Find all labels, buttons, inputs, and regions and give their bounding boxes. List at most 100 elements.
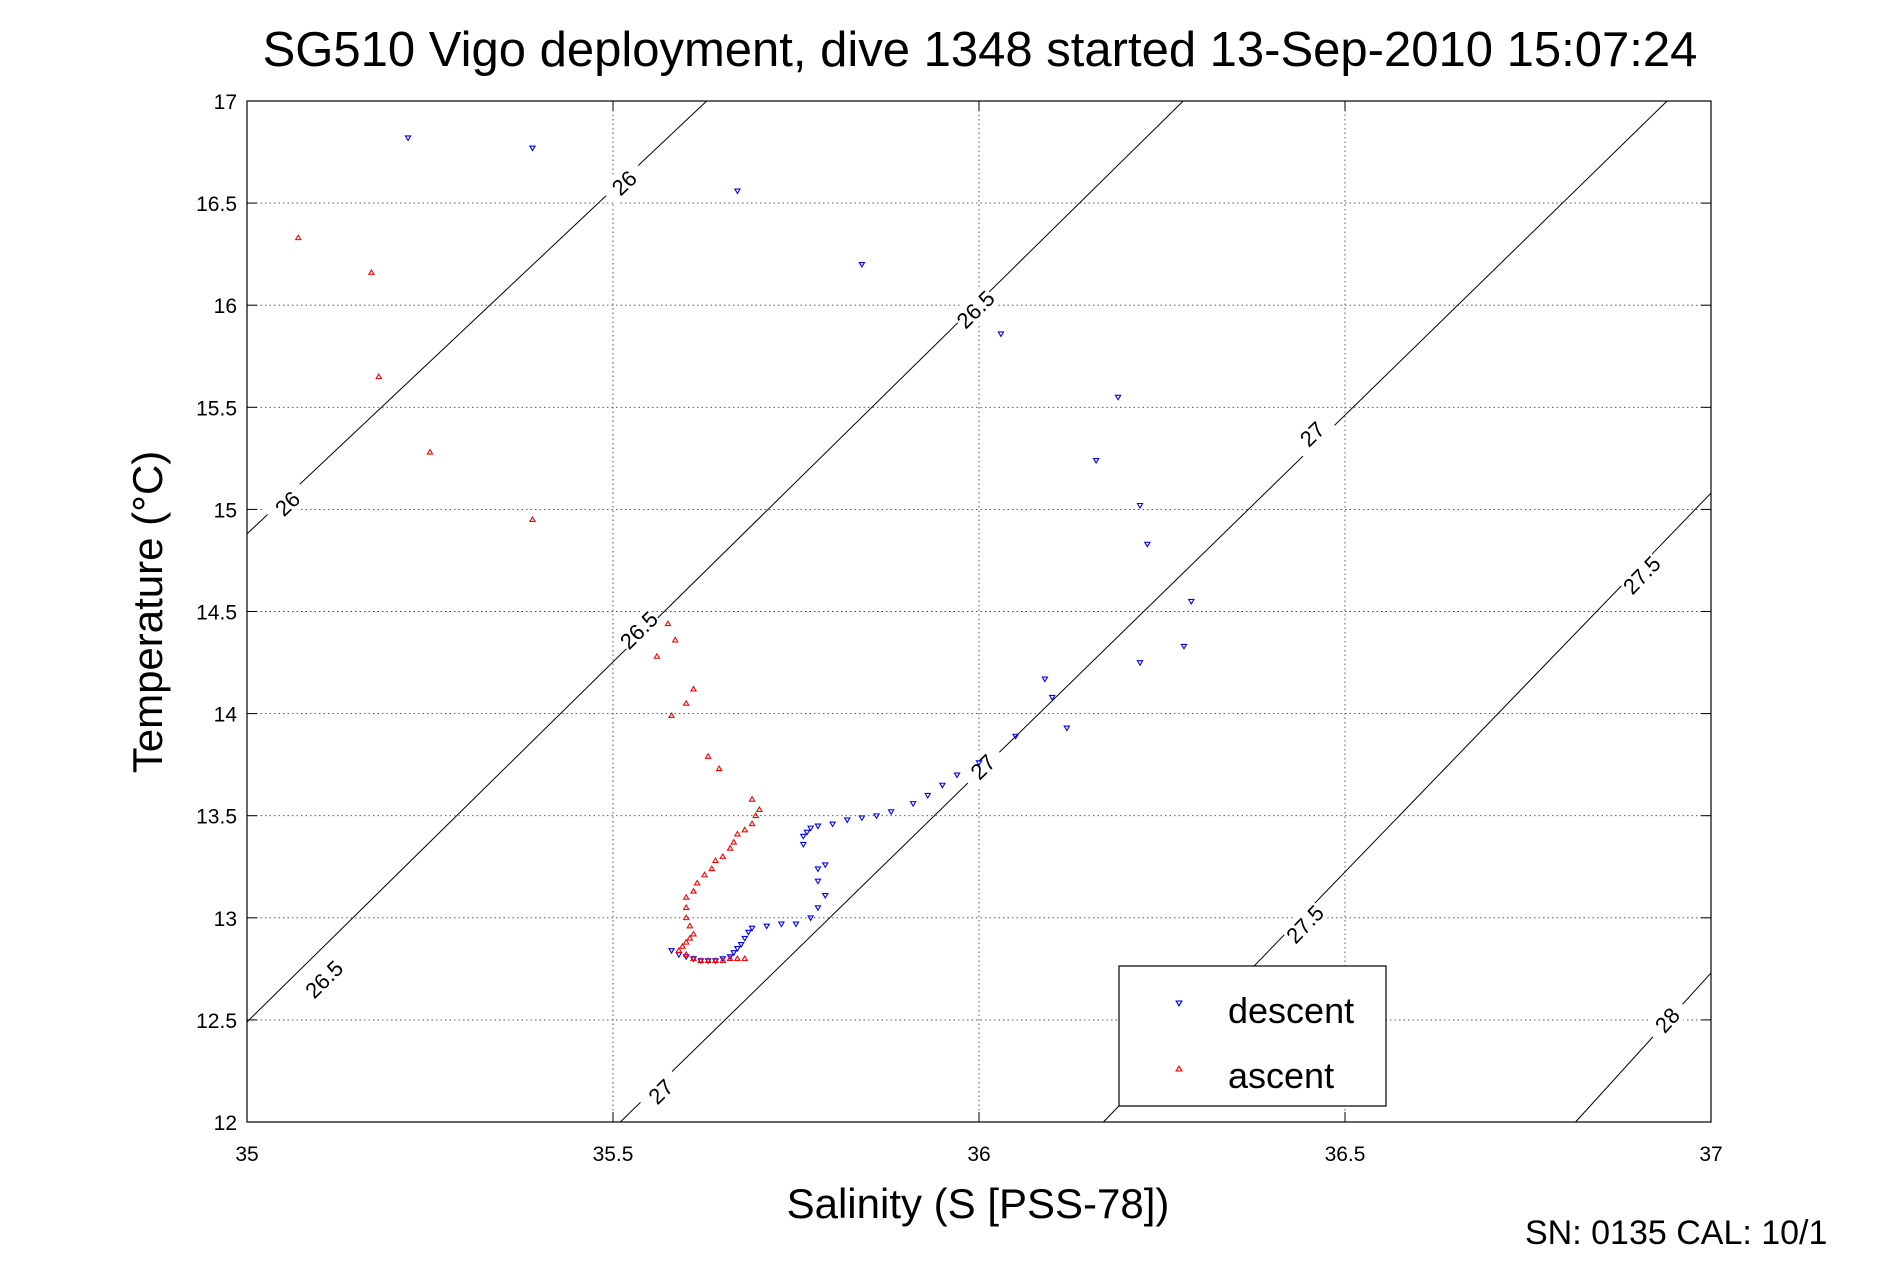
contour-label-bg	[299, 955, 348, 1004]
point-ascent	[719, 956, 727, 964]
y-tick-label: 14	[214, 704, 238, 727]
contour-line-26-5	[246, 100, 1184, 1023]
x-tick-label: 35.5	[593, 1143, 634, 1166]
legend-marker-descent	[1175, 1000, 1183, 1007]
point-ascent	[667, 711, 676, 719]
point-ascent	[294, 234, 302, 241]
point-descent	[741, 935, 749, 942]
point-descent	[733, 946, 742, 953]
point-descent	[887, 809, 895, 816]
point-descent	[792, 921, 800, 928]
point-descent	[1114, 394, 1122, 401]
point-descent	[737, 941, 745, 949]
point-descent	[528, 145, 537, 152]
point-ascent	[755, 805, 763, 812]
point-descent	[799, 841, 807, 848]
contour-label-bg	[599, 158, 649, 207]
y-tick-label: 16.5	[196, 193, 237, 216]
point-ascent	[678, 942, 687, 949]
point-descent	[1041, 676, 1049, 683]
point-descent	[1092, 458, 1100, 465]
contour-label-bg	[1617, 550, 1666, 599]
point-ascent	[700, 871, 709, 878]
point-ascent	[671, 636, 679, 643]
contour-label-bg	[263, 479, 312, 528]
point-descent	[814, 905, 822, 912]
point-ascent	[752, 812, 760, 819]
point-ascent	[708, 865, 716, 872]
axis-ticks: 35 35.5 36 36.5 37 12 12.5 13 13.5 14 14.5 15 15.5 16…	[196, 91, 1723, 1166]
point-descent	[1012, 733, 1020, 740]
point-descent	[733, 188, 742, 195]
point-ascent	[426, 448, 434, 455]
point-descent	[843, 817, 851, 824]
data-points	[294, 135, 1195, 965]
point-ascent	[689, 930, 698, 937]
point-ascent	[528, 515, 537, 522]
legend-box	[1118, 965, 1387, 1107]
contour-label-bg	[614, 605, 663, 654]
point-descent	[748, 925, 756, 932]
legend: descent ascent	[1118, 965, 1387, 1107]
point-ascent	[711, 956, 720, 964]
point-ascent	[748, 795, 756, 802]
point-ascent	[689, 887, 698, 894]
point-descent	[814, 866, 822, 873]
point-ascent	[748, 820, 756, 827]
point-ascent	[682, 893, 690, 900]
legend-label-descent: descent	[1228, 990, 1354, 1031]
point-descent	[997, 331, 1005, 338]
point-ascent	[689, 685, 698, 692]
point-descent	[404, 135, 412, 142]
x-tick-label: 37	[1699, 1143, 1722, 1166]
point-descent	[1063, 725, 1071, 732]
legend-marker-ascent	[1175, 1065, 1183, 1072]
point-descent	[821, 862, 829, 869]
x-tick-label: 35	[235, 1143, 258, 1166]
point-ascent	[682, 950, 690, 957]
point-ascent	[711, 856, 720, 863]
point-descent	[777, 921, 785, 928]
footer-serial-cal: SN: 0135 CAL: 10/1	[1525, 1214, 1827, 1252]
point-descent	[975, 760, 983, 767]
point-ascent	[741, 826, 749, 833]
point-descent	[858, 815, 866, 822]
point-descent	[730, 950, 738, 957]
point-ascent	[367, 268, 376, 275]
point-descent	[821, 892, 829, 900]
contour-label-bg	[958, 742, 1007, 791]
point-descent	[807, 825, 815, 832]
point-ascent	[733, 954, 742, 962]
point-ascent	[686, 922, 694, 929]
contour-label-bg	[636, 1067, 685, 1116]
y-tick-label: 14.5	[196, 602, 237, 625]
point-descent	[719, 956, 727, 963]
y-tick-label: 12	[214, 1112, 237, 1135]
contour-label-bg	[1643, 995, 1691, 1045]
point-ascent	[715, 765, 723, 772]
point-ascent	[704, 752, 712, 759]
point-descent	[938, 782, 946, 789]
point-descent	[1187, 598, 1195, 605]
point-descent	[953, 772, 961, 779]
point-descent	[1048, 694, 1056, 701]
point-ascent	[664, 620, 672, 627]
point-ascent	[741, 954, 749, 962]
point-descent	[667, 948, 676, 955]
point-ascent	[653, 652, 661, 659]
point-descent	[726, 954, 734, 961]
y-tick-label: 16	[214, 295, 237, 318]
point-descent	[872, 813, 881, 820]
point-ascent	[726, 844, 734, 851]
point-descent	[814, 823, 822, 830]
point-ascent	[730, 838, 738, 845]
chart-title: SG510 Vigo deployment, dive 1348 started…	[263, 23, 1698, 77]
point-ascent	[689, 954, 698, 962]
point-ascent	[682, 903, 690, 910]
y-tick-label: 15.5	[196, 397, 237, 420]
y-tick-label: 12.5	[196, 1010, 237, 1033]
grid-lines	[247, 101, 1711, 1122]
